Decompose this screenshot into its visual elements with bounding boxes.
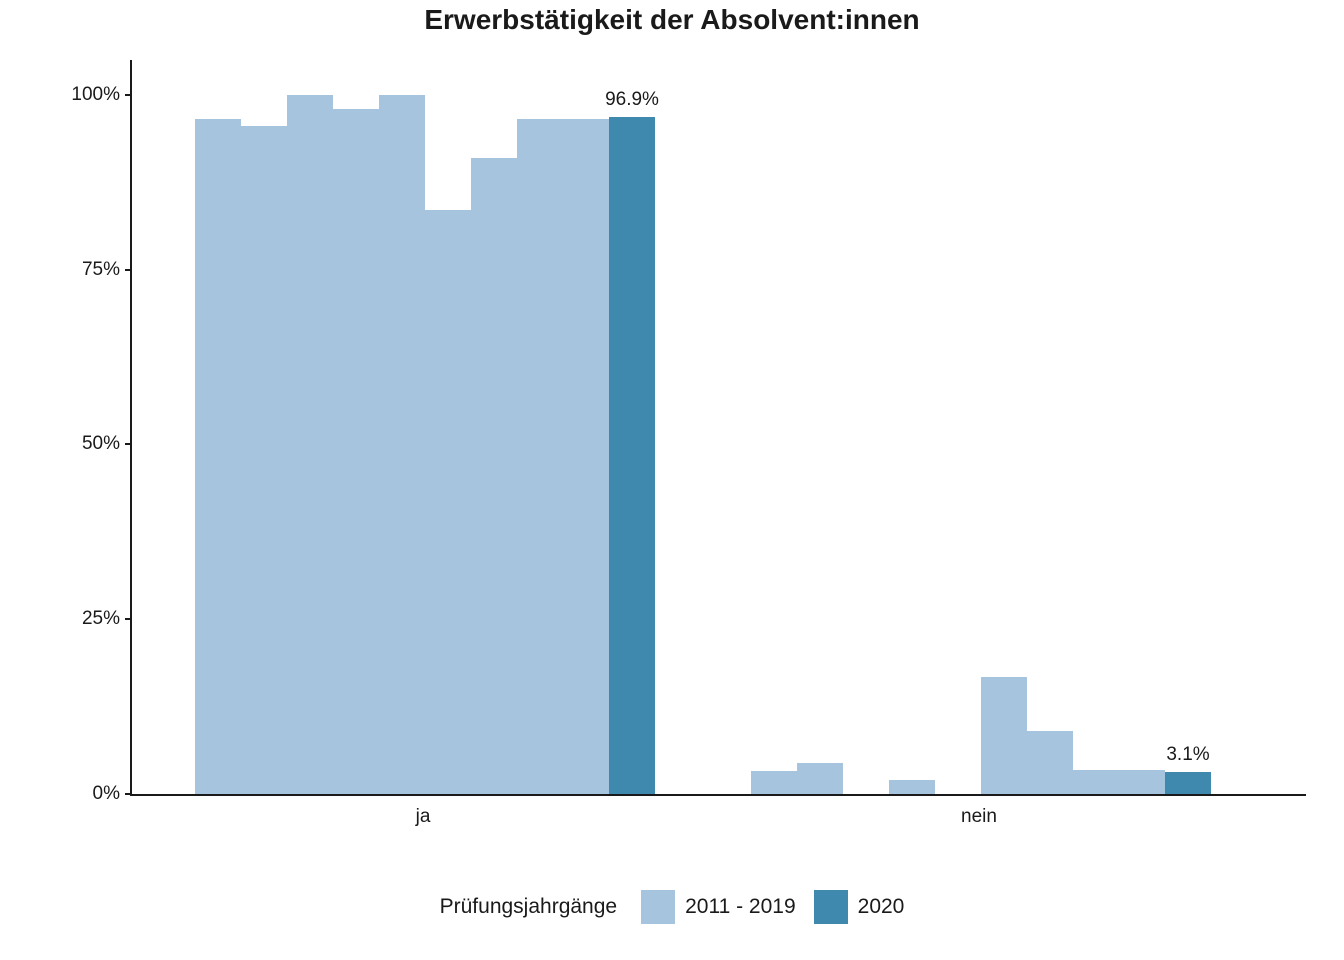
y-tick-label: 50% xyxy=(30,433,120,455)
bar-ja-6 xyxy=(471,158,517,794)
y-tick-label: 0% xyxy=(30,783,120,805)
legend-swatch-2011-2019 xyxy=(641,890,675,924)
y-tick-label: 100% xyxy=(30,84,120,106)
bar-nein-9 xyxy=(1165,772,1211,794)
plot-area: 96.9% 3.1% xyxy=(130,60,1306,796)
bar-ja-3 xyxy=(333,109,379,794)
bar-nein-5 xyxy=(981,677,1027,794)
bar-nein-8 xyxy=(1119,770,1165,794)
bar-nein-1 xyxy=(797,763,843,794)
legend: Prüfungsjahrgänge 2011 - 2019 2020 xyxy=(0,890,1344,924)
employment-chart: Erwerbstätigkeit der Absolvent:innen 0% 2… xyxy=(0,0,1344,960)
bar-ja-9 xyxy=(609,117,655,794)
y-tick-label: 75% xyxy=(30,259,120,281)
bar-value-label: 3.1% xyxy=(1166,744,1209,766)
bar-nein-7 xyxy=(1073,770,1119,794)
chart-title: Erwerbstätigkeit der Absolvent:innen xyxy=(0,4,1344,36)
bar-nein-0 xyxy=(751,771,797,794)
legend-label-2011-2019: 2011 - 2019 xyxy=(685,895,796,919)
legend-title: Prüfungsjahrgänge xyxy=(440,895,617,919)
x-tick-label: ja xyxy=(416,806,431,828)
bar-ja-2 xyxy=(287,95,333,794)
bar-value-label: 96.9% xyxy=(605,89,659,111)
bar-ja-1 xyxy=(241,126,287,794)
bar-ja-7 xyxy=(517,119,563,794)
bar-ja-8 xyxy=(563,119,609,794)
legend-swatch-2020 xyxy=(814,890,848,924)
legend-item-2011-2019: 2011 - 2019 xyxy=(641,890,796,924)
x-tick-label: nein xyxy=(961,806,997,828)
bar-ja-4 xyxy=(379,95,425,794)
legend-item-2020: 2020 xyxy=(814,890,905,924)
y-tick-label: 25% xyxy=(30,608,120,630)
legend-label-2020: 2020 xyxy=(858,895,905,919)
bar-nein-6 xyxy=(1027,731,1073,794)
bar-ja-0 xyxy=(195,119,241,794)
bar-nein-3 xyxy=(889,780,935,794)
bar-ja-5 xyxy=(425,210,471,794)
